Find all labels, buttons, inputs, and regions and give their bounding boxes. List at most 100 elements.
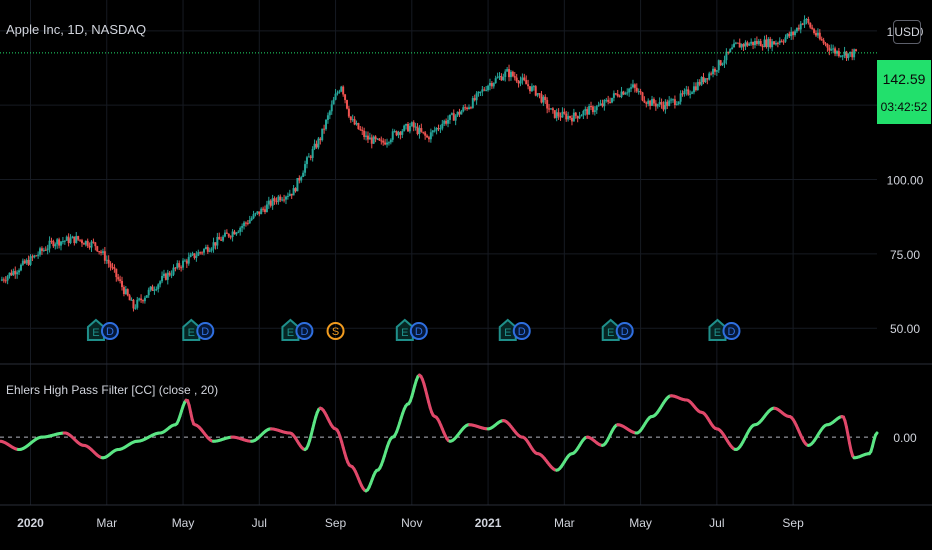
candle-body [283,199,286,201]
candle-body [834,48,837,54]
dividend-label: D [415,326,423,338]
candle-body [622,91,625,95]
candle-body [204,247,207,250]
candle-body [132,299,135,309]
time-tick-label: Jul [709,516,724,530]
candle-body [229,236,232,238]
dividend-label: D [728,326,736,338]
earnings-label: E [287,327,294,339]
candle-body [134,307,137,309]
candle-body [323,128,326,130]
candle-body [12,270,15,276]
last-price-tag: 142.59 03:42:52 [877,60,931,124]
candle-body [370,137,373,144]
candle-body [744,42,747,47]
candle-body [809,22,812,28]
candle-body [452,113,455,121]
earnings-label: E [92,327,99,339]
candle-body [759,40,762,47]
candle-body [683,90,686,95]
candle-body [500,76,503,81]
candle-body [386,142,389,145]
candle-body [590,106,593,108]
candle-body [717,60,720,71]
candle-body [294,188,297,192]
candle-body [708,73,711,80]
candle-body [84,240,87,245]
candle-body [515,77,518,82]
candle-body [660,101,663,105]
candle-body [260,208,263,215]
candle-body [675,104,678,106]
candle-body [349,116,352,120]
candle-body [597,105,600,107]
symbol-title[interactable]: Apple Inc, 1D, NASDAQ [6,22,147,37]
candle-body [243,222,246,226]
candle-body [235,232,238,235]
candle-body [668,100,671,106]
candle-body [563,111,566,114]
candle-body [851,51,854,58]
hp-segment [873,431,879,437]
candle-body [241,225,244,228]
candle-body [98,251,101,253]
candle-body [588,106,591,115]
candle-body [292,188,295,196]
candle-body [811,27,814,30]
indicator-title[interactable]: Ehlers High Pass Filter [CC] (close , 20… [6,383,219,397]
candle-body [532,86,535,88]
earnings-marker [395,318,414,341]
candle-body [504,71,507,77]
indicator-axis[interactable]: 0.00 [893,431,917,445]
candle-body [302,172,305,177]
candle-body [433,130,436,132]
candle-body [351,119,354,121]
candle-body [227,233,230,237]
candle-body [498,76,501,78]
candle-body [88,246,91,248]
candle-body [631,84,634,88]
candle-body [189,254,192,257]
price-tick-label: 50.00 [890,322,920,336]
candle-body [33,255,36,258]
candle-body [256,211,259,214]
candle-body [210,248,213,251]
earnings-marker [281,318,300,341]
candle-body [130,299,133,301]
candle-body [170,274,173,276]
candle-body [271,198,274,206]
candle-body [147,289,150,296]
candle-body [31,256,34,258]
candle-body [288,193,291,196]
candle-body [574,112,577,116]
candle-body [248,220,251,224]
candle-body [818,32,821,39]
candle-body [429,132,432,140]
candle-body [223,232,226,237]
candle-body [696,81,699,91]
candle-body [814,33,817,36]
candle-body [264,209,267,213]
candle-body [338,91,341,93]
candle-body [538,93,541,95]
candle-body [307,156,310,158]
candle-body [273,198,276,202]
candle-body [641,92,644,101]
time-tick-label: 2021 [475,516,502,530]
candle-body [586,109,589,115]
candle-body [649,100,652,106]
candle-body [431,130,434,133]
candle-body [599,103,602,106]
candle-body [418,128,421,135]
candle-body [353,119,356,125]
candle-body [201,252,204,254]
candle-body [633,84,636,88]
candle-body [380,140,383,142]
currency-button[interactable]: USD [893,20,921,44]
time-axis[interactable]: 2020 Mar May Jul Sep Nov 2021 Mar May Jul Sep [0,504,932,530]
candle-body [437,127,440,129]
candle-body [542,96,545,103]
candle-body [595,106,598,111]
candle-body [73,236,76,243]
